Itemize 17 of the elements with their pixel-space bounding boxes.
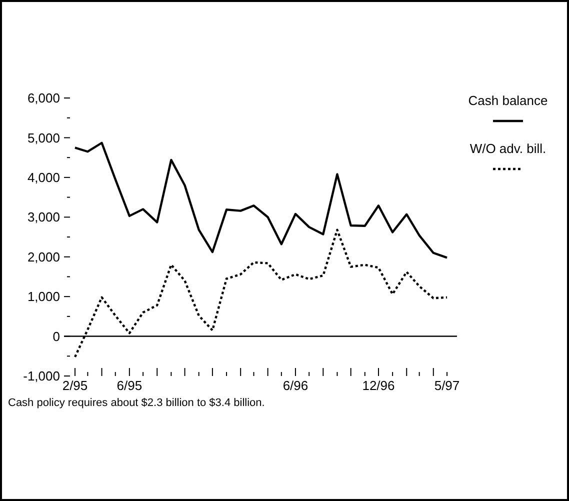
x-tick-label: 6/96 [282, 378, 308, 393]
x-tick-label: 12/96 [362, 378, 395, 393]
text: Cash policy requires about $2.3 billion to $3.4 billion. [8, 397, 265, 409]
y-tick-label: -1,000 [23, 368, 60, 384]
x-tick-label: 2/95 [62, 378, 88, 393]
y-tick-label: 3,000 [27, 210, 60, 225]
y-tick-label: 1,000 [27, 289, 60, 304]
y-tick-label: 5,000 [27, 130, 60, 146]
text: Cash balance [468, 93, 548, 108]
y-tick-label: 2,000 [27, 249, 60, 264]
x-tick-label: 5/97 [434, 378, 460, 393]
y-tick-label: 6,000 [27, 90, 60, 106]
text: W/O adv. bill. [470, 141, 546, 156]
y-tick-label: 4,000 [27, 170, 60, 185]
x-tick-label: 6/95 [116, 378, 142, 393]
y-tick-label: 0 [52, 328, 60, 344]
line-series [74, 142, 448, 259]
